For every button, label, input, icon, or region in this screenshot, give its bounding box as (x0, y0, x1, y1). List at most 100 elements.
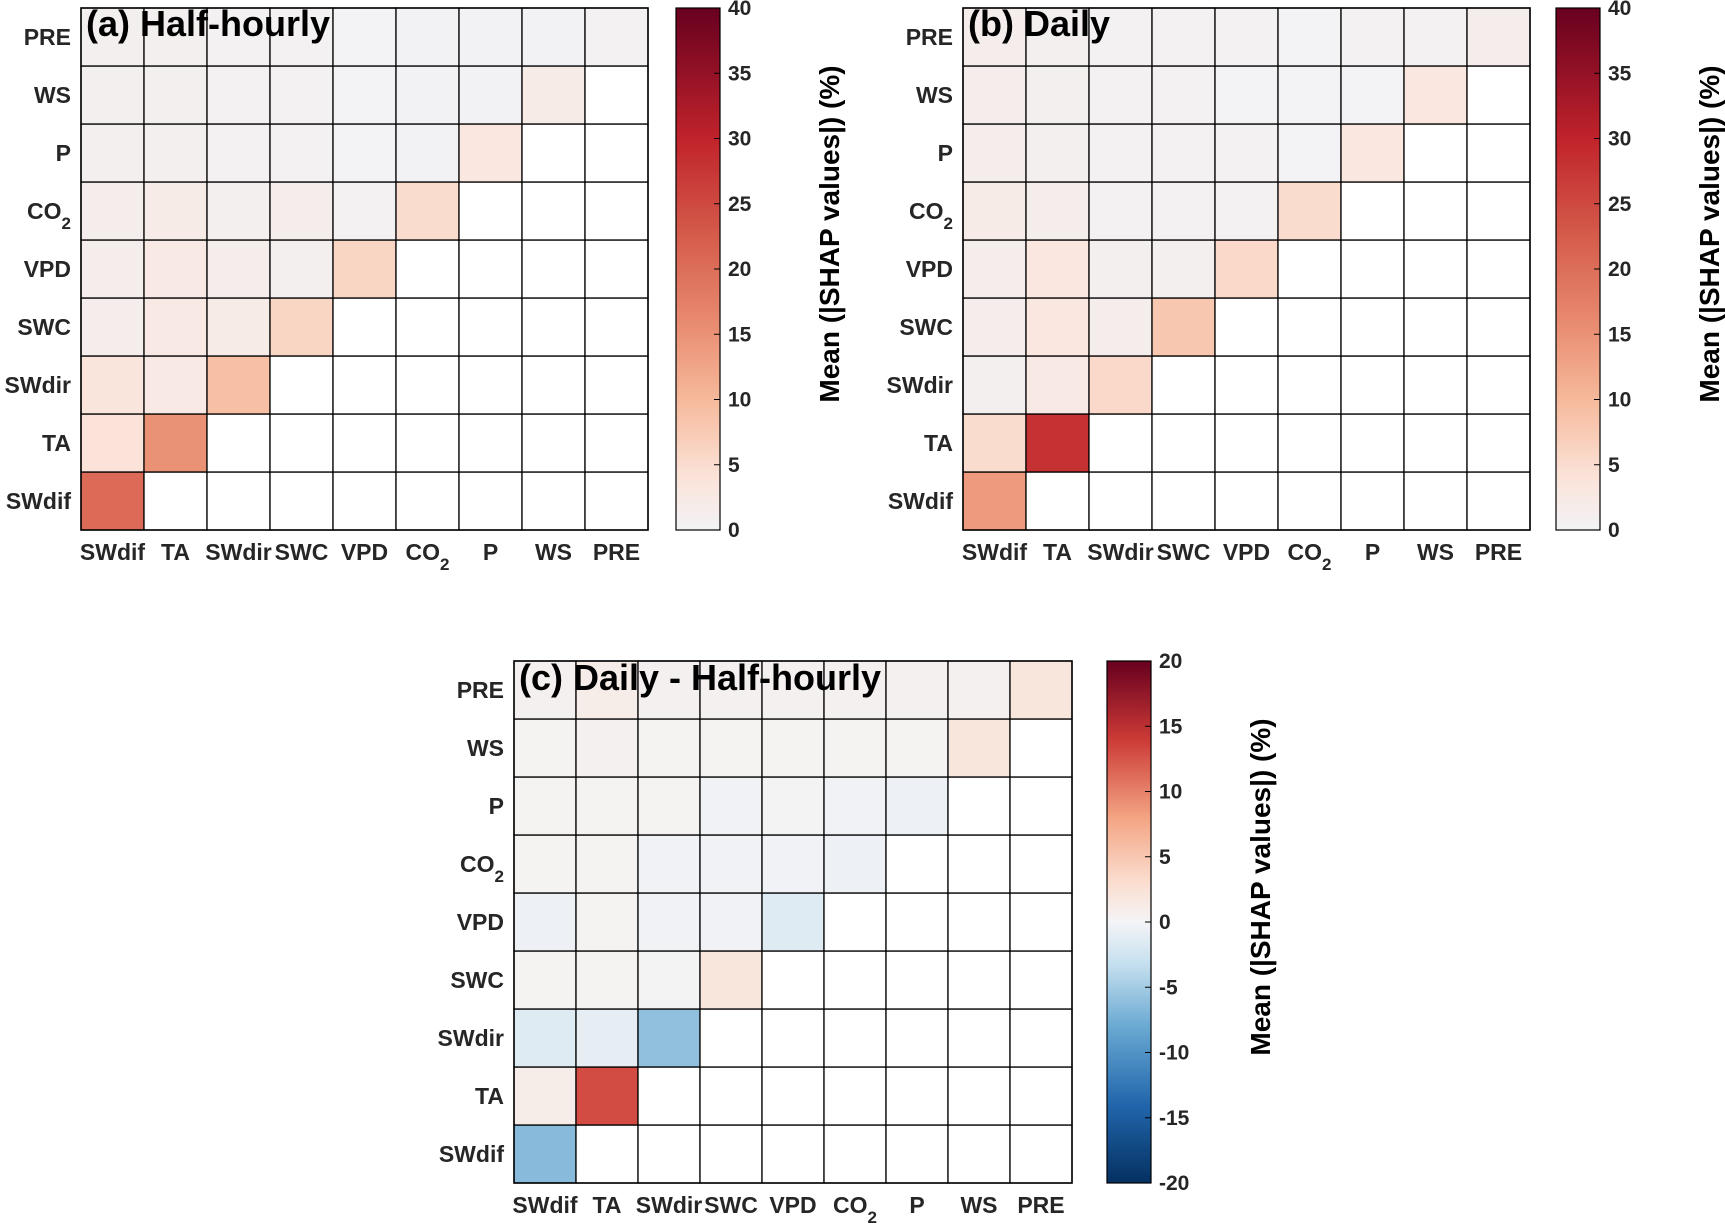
colorbar-gradient (1555, 7, 1601, 531)
colorbar-tick-label: 0 (1608, 519, 1620, 542)
colorbar-tick-label: 10 (1159, 781, 1182, 804)
colorbar-tick-label: -15 (1159, 1107, 1190, 1130)
cell-WS-CO2 (1277, 65, 1342, 125)
cell-VPD-WS (521, 239, 586, 299)
cell-CO2-SWC (269, 181, 334, 241)
heatmap-cells (513, 660, 1073, 1184)
cell-WS-SWdir (206, 65, 271, 125)
cell-TA-SWC (699, 1066, 763, 1126)
x-tick-label: WS (535, 539, 572, 565)
cell-VPD-SWC (699, 892, 763, 952)
y-tick-label: SWdif (439, 1141, 504, 1167)
y-tick-label: WS (467, 735, 504, 761)
cell-PRE-P (458, 7, 523, 67)
colorbar-label: Mean (|SHAP values|) (%) (1694, 65, 1725, 402)
cell-P-CO2 (1277, 123, 1342, 183)
cell-SWdif-SWdif (962, 471, 1027, 531)
cell-CO2-SWdir (206, 181, 271, 241)
cell-P-TA (1025, 123, 1090, 183)
cell-TA-TA (143, 413, 208, 473)
x-tick-label: PRE (1017, 1192, 1064, 1218)
cell-WS-WS (1403, 65, 1468, 125)
cell-P-P (1340, 123, 1405, 183)
cell-SWdif-SWdif (513, 1124, 577, 1184)
cell-PRE-PRE (1009, 660, 1073, 720)
cell-SWdif-SWdir (1088, 471, 1153, 531)
colorbar-tick-label: -10 (1159, 1042, 1189, 1065)
cell-SWdif-P (1340, 471, 1405, 531)
panel-title: (c) Daily - Half-hourly (519, 657, 881, 698)
y-tick-label: SWC (450, 967, 504, 993)
cell-VPD-SWdif (80, 239, 145, 299)
cell-SWdir-SWC (1151, 355, 1216, 415)
cell-PRE-CO2 (823, 660, 887, 720)
colorbar-tick-label: 30 (728, 128, 751, 151)
cell-SWC-TA (575, 950, 639, 1010)
cell-VPD-SWC (1151, 239, 1216, 299)
cell-SWC-SWdir (1088, 297, 1153, 357)
cell-P-WS (1403, 123, 1468, 183)
cell-SWdif-TA (143, 471, 208, 531)
colorbar-gradient (675, 7, 721, 531)
y-tick-label: SWdir (887, 372, 953, 398)
cell-VPD-SWdir (637, 892, 701, 952)
cell-CO2-VPD (332, 181, 397, 241)
cell-VPD-TA (1025, 239, 1090, 299)
cell-VPD-P (885, 892, 949, 952)
cell-SWC-TA (1025, 297, 1090, 357)
x-tick-label: TA (1043, 539, 1072, 565)
cell-SWdir-WS (1403, 355, 1468, 415)
cell-CO2-P (1340, 181, 1405, 241)
y-tick-label: CO2 (909, 198, 953, 233)
colorbar-tick-label: 15 (1159, 715, 1183, 738)
cell-SWdif-SWdif (80, 471, 145, 531)
cell-SWdir-WS (947, 1008, 1011, 1068)
colorbar-label: Mean (|SHAP values|) (%) (814, 65, 845, 402)
cell-SWdir-VPD (332, 355, 397, 415)
y-tick-label: P (56, 140, 71, 166)
cell-WS-P (885, 718, 949, 778)
cell-WS-WS (947, 718, 1011, 778)
colorbar-label: Mean (|SHAP values|) (%) (1245, 718, 1276, 1055)
cell-WS-SWdir (637, 718, 701, 778)
cell-SWC-SWdif (513, 950, 577, 1010)
heatmap-cells (962, 7, 1531, 531)
x-axis-tick-labels: SWdif TA SWdir SWC VPD CO2 P WS PRE (962, 539, 1522, 574)
colorbar-tick-label: 30 (1608, 128, 1631, 151)
x-tick-label: TA (593, 1192, 622, 1218)
x-tick-label: SWdif (80, 539, 145, 565)
cell-VPD-SWC (269, 239, 334, 299)
cell-WS-CO2 (823, 718, 887, 778)
cell-VPD-CO2 (395, 239, 460, 299)
cell-P-VPD (1214, 123, 1279, 183)
cell-P-CO2 (823, 776, 887, 836)
y-tick-label: WS (916, 82, 953, 108)
x-tick-label: CO2 (1288, 539, 1332, 574)
cell-P-TA (143, 123, 208, 183)
x-tick-label: SWC (1157, 539, 1211, 565)
y-axis-tick-labels: SWdif TA SWdir SWC VPD CO2 P WS PRE (887, 24, 954, 514)
colorbar-tick-label: 25 (728, 193, 752, 216)
cell-SWdif-TA (575, 1124, 639, 1184)
colorbar-tick-label: 15 (1608, 323, 1632, 346)
cell-SWC-CO2 (395, 297, 460, 357)
cell-TA-VPD (761, 1066, 825, 1126)
cell-CO2-P (458, 181, 523, 241)
cell-TA-SWdir (637, 1066, 701, 1126)
cell-PRE-SWC (699, 660, 763, 720)
cell-WS-SWdif (962, 65, 1027, 125)
colorbar-tick-label: 20 (1159, 650, 1182, 673)
x-tick-label: WS (1417, 539, 1454, 565)
cell-VPD-PRE (1009, 892, 1073, 952)
cell-VPD-P (458, 239, 523, 299)
colorbar-tick-label: 5 (1159, 846, 1171, 869)
colorbar-tick-label: -5 (1159, 976, 1178, 999)
x-tick-label: P (483, 539, 498, 565)
cell-SWdir-SWdif (513, 1008, 577, 1068)
cell-SWC-SWdif (80, 297, 145, 357)
cell-PRE-WS (521, 7, 586, 67)
cell-SWdir-PRE (584, 355, 649, 415)
cell-WS-SWdir (1088, 65, 1153, 125)
cell-SWdif-WS (1403, 471, 1468, 531)
